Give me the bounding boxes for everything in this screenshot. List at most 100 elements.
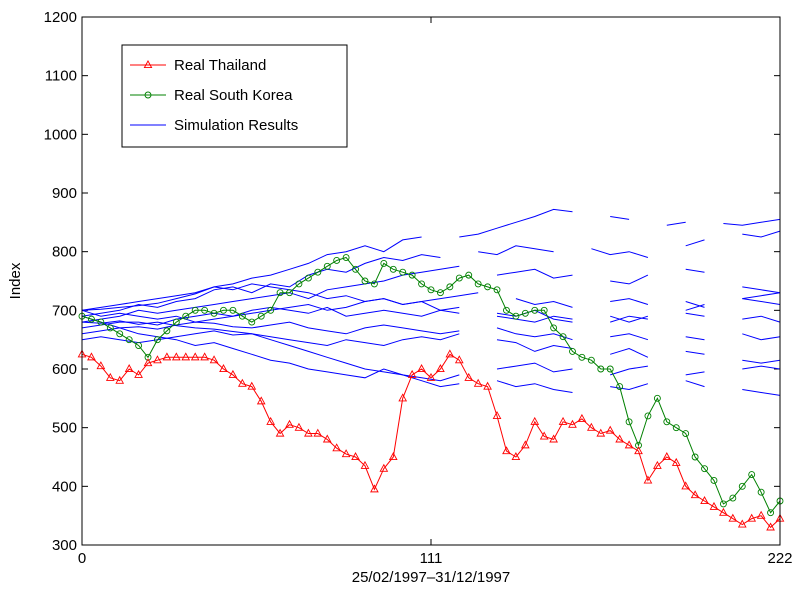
marker [615, 434, 625, 443]
legend-label: Simulation Results [174, 117, 298, 134]
marker [266, 416, 276, 425]
y-tick-label: 500 [52, 420, 77, 437]
marker [256, 396, 266, 405]
marker [399, 268, 407, 276]
marker [701, 465, 708, 473]
marker [322, 434, 332, 443]
marker [304, 428, 313, 437]
marker [540, 306, 548, 314]
marker [635, 441, 642, 449]
marker [569, 347, 576, 355]
marker [286, 289, 293, 297]
legend-label: Real South Korea [174, 87, 293, 104]
marker [616, 383, 624, 391]
marker [483, 381, 492, 390]
simulation-line [81, 330, 781, 364]
marker [247, 381, 257, 390]
marker [719, 500, 727, 508]
marker [624, 440, 634, 449]
y-tick-label: 800 [52, 244, 77, 261]
marker [190, 352, 200, 361]
marker [87, 315, 95, 323]
marker [370, 280, 378, 288]
marker [181, 352, 191, 361]
x-tick-label: 111 [420, 550, 443, 567]
marker [275, 428, 285, 437]
marker [606, 365, 614, 373]
marker [578, 353, 586, 361]
marker [473, 378, 483, 387]
marker [653, 394, 661, 402]
marker [549, 434, 558, 443]
y-tick-label: 900 [52, 185, 77, 202]
marker [446, 283, 454, 291]
marker [465, 271, 473, 279]
marker [267, 306, 275, 314]
marker [596, 428, 606, 437]
marker [681, 481, 691, 490]
marker [559, 333, 567, 341]
marker [144, 91, 152, 99]
marker [644, 412, 652, 420]
marker [719, 507, 728, 516]
marker [484, 283, 492, 291]
marker [323, 262, 331, 270]
marker [766, 522, 775, 531]
marker [370, 484, 379, 493]
y-tick-label: 700 [52, 302, 77, 319]
marker [464, 372, 474, 381]
marker [662, 452, 672, 461]
marker [143, 60, 153, 69]
marker [539, 431, 549, 440]
marker [728, 513, 738, 522]
legend-box [121, 44, 348, 148]
marker [605, 425, 615, 434]
marker [691, 453, 699, 461]
marker [530, 416, 540, 425]
marker [191, 306, 199, 314]
marker [314, 268, 322, 276]
marker [388, 452, 398, 461]
marker [550, 324, 558, 332]
marker [418, 280, 426, 288]
marker [568, 419, 577, 428]
marker [171, 352, 181, 361]
marker [502, 446, 511, 455]
marker [219, 364, 228, 373]
marker [748, 471, 756, 479]
marker [503, 306, 510, 314]
simulation-line [81, 265, 781, 323]
marker [407, 369, 417, 378]
marker [586, 422, 596, 431]
x-tick-label: 222 [767, 550, 792, 567]
marker [511, 452, 521, 461]
marker [558, 416, 568, 425]
marker [710, 477, 718, 484]
marker [295, 280, 303, 288]
simulation-line [81, 321, 781, 341]
y-tick-label: 600 [52, 361, 77, 378]
marker [332, 443, 342, 452]
marker [333, 257, 341, 264]
legend-label: Real Thailand [174, 57, 266, 74]
y-tick-label: 1200 [44, 9, 77, 26]
marker [512, 312, 520, 320]
marker [163, 327, 171, 335]
marker [229, 306, 237, 314]
marker [135, 342, 143, 349]
marker [663, 418, 671, 426]
marker [737, 519, 747, 528]
marker [427, 286, 435, 294]
marker [520, 440, 530, 449]
marker [398, 393, 408, 402]
marker [597, 365, 605, 373]
marker [341, 449, 351, 458]
marker [436, 364, 445, 373]
marker [210, 309, 218, 317]
marker [143, 358, 153, 367]
marker [106, 324, 114, 332]
marker [671, 457, 681, 466]
marker [379, 463, 389, 472]
simulation-line [81, 320, 781, 382]
